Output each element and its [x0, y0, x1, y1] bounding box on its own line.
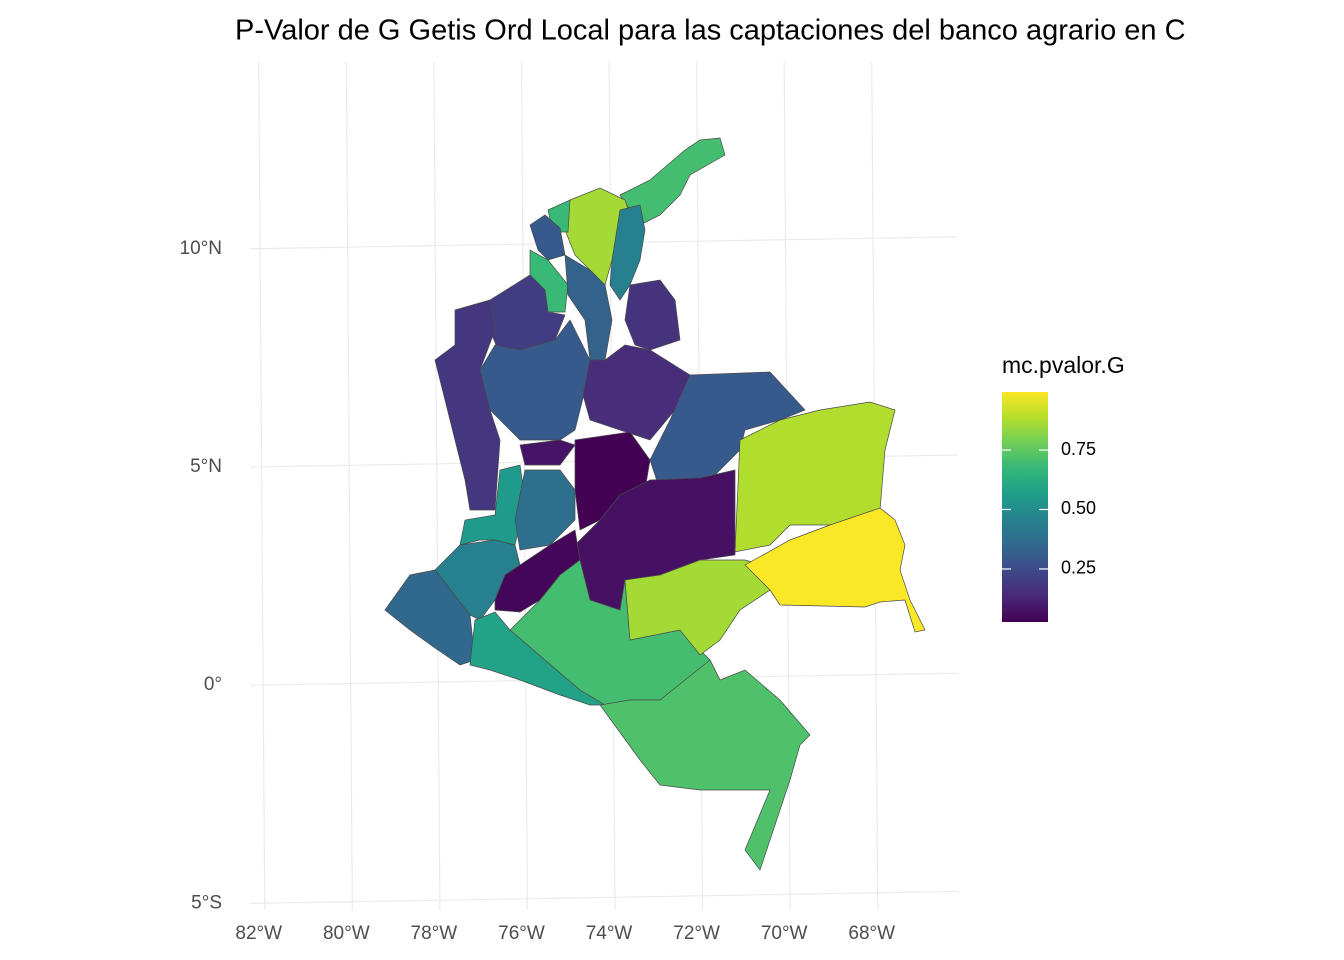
region [489, 274, 566, 356]
region [744, 507, 926, 633]
region [434, 539, 521, 621]
region [734, 401, 896, 553]
region [599, 659, 811, 871]
x-tick-label: 68°W [848, 923, 895, 944]
x-tick-label: 78°W [411, 923, 458, 944]
y-tick-label: 5°N [190, 456, 222, 477]
x-tick-label: 80°W [323, 923, 370, 944]
y-tick-label: 5°S [191, 892, 222, 913]
colorbar [1002, 392, 1048, 622]
legend-tick-label: 0.25 [1061, 558, 1096, 578]
y-tick-label: 0° [204, 674, 222, 695]
region [479, 319, 591, 441]
x-tick-label: 74°W [586, 923, 633, 944]
region [624, 279, 681, 351]
map-title: P-Valor de G Getis Ord Local para las ca… [235, 15, 1186, 47]
grid-line [433, 61, 441, 911]
region [519, 439, 576, 466]
x-tick-label: 82°W [235, 923, 282, 944]
legend-tick-label: 0.50 [1061, 498, 1096, 518]
grid-line [249, 890, 959, 905]
legend-tick-label: 0.75 [1061, 439, 1096, 459]
region [514, 469, 576, 551]
grid-line [345, 61, 353, 911]
grid-line [258, 61, 266, 911]
region [624, 559, 781, 656]
x-tick-label: 76°W [498, 923, 545, 944]
x-tick-label: 72°W [673, 923, 720, 944]
region [434, 299, 501, 511]
x-tick-label: 70°W [761, 923, 808, 944]
region [469, 611, 607, 706]
legend-title: mc.pvalor.G [1002, 352, 1125, 378]
y-tick-label: 10°N [180, 238, 222, 259]
